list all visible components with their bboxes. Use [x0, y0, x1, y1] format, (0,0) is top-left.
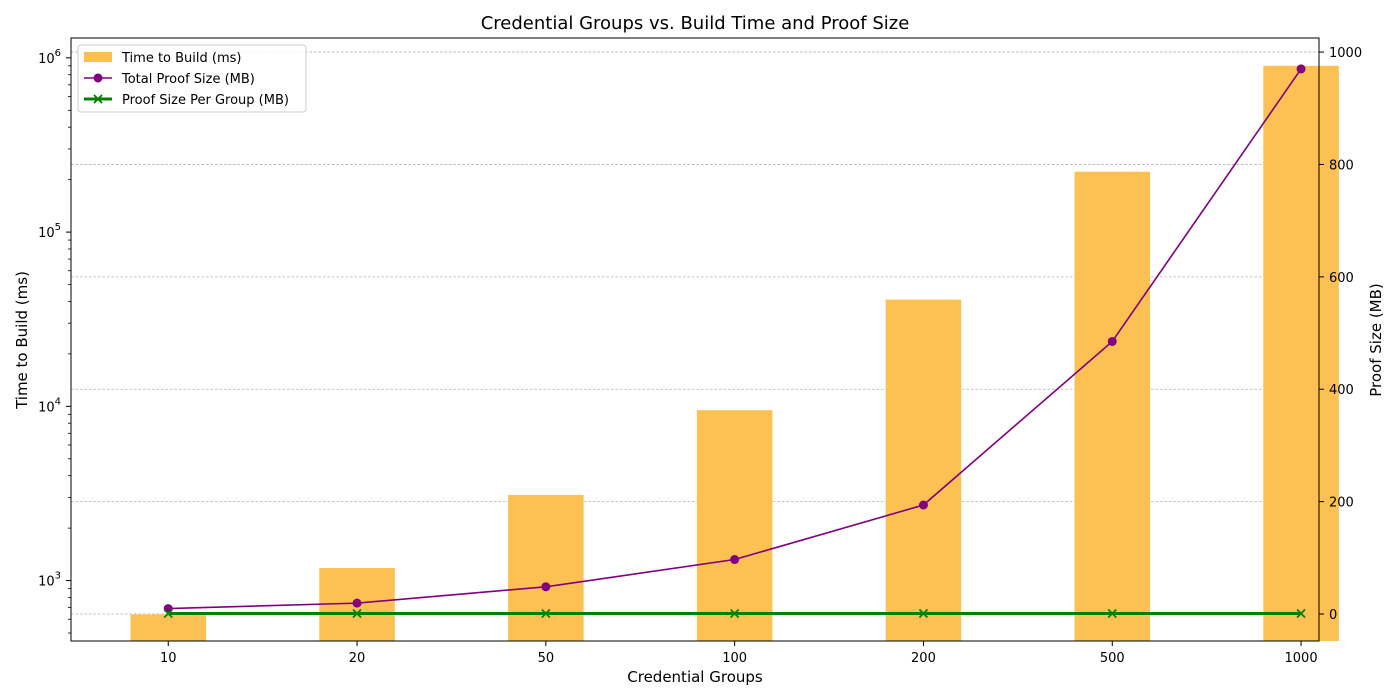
- point-proof-size-per-group: [1296, 608, 1306, 619]
- point-total-proof-size: [163, 604, 173, 614]
- legend-label-total-proof-size: Total Proof Size (MB): [121, 72, 255, 87]
- bar-time-to-build: [508, 494, 584, 641]
- point-proof-size-per-group: [163, 608, 173, 619]
- x-tick-label: 20: [349, 651, 366, 666]
- point-total-proof-size: [918, 500, 928, 510]
- point-total-proof-size: [352, 598, 362, 608]
- legend: Time to Build (ms) Total Proof Size (MB)…: [77, 44, 307, 113]
- bar-time-to-build: [885, 299, 962, 641]
- x-axis-label: Credential Groups: [627, 668, 763, 686]
- legend-label-time-to-build: Time to Build (ms): [121, 51, 241, 66]
- legend-marker-total-proof-size: [93, 73, 103, 83]
- point-proof-size-per-group: [730, 608, 740, 619]
- legend-box: [77, 44, 307, 113]
- bar-series: [130, 65, 1339, 642]
- y-left-tick-label: 105: [38, 222, 61, 241]
- x-tick-label: 50: [538, 651, 555, 666]
- x-tick-label: 1000: [1285, 651, 1318, 666]
- y-axis-label-left: Time to Build (ms): [13, 271, 31, 410]
- x-tick-label: 10: [160, 651, 177, 666]
- legend-swatch-time-to-build: [84, 52, 112, 62]
- point-proof-size-per-group: [352, 608, 362, 619]
- bar-time-to-build: [1263, 65, 1339, 642]
- legend-label-proof-size-per-group: Proof Size Per Group (MB): [122, 93, 289, 108]
- y-right-tick-label: 600: [1329, 271, 1354, 286]
- y-left-tick-label: 104: [38, 396, 61, 415]
- y-right-tick-label: 800: [1329, 158, 1354, 173]
- y-right-tick-label: 400: [1329, 383, 1354, 398]
- x-tick-label: 500: [1100, 651, 1125, 666]
- y-right-tick-label: 200: [1329, 496, 1354, 511]
- bar-time-to-build: [696, 410, 773, 641]
- point-total-proof-size: [1107, 336, 1117, 346]
- y-left-tick-label: 106: [38, 48, 61, 67]
- point-total-proof-size: [1296, 64, 1306, 74]
- legend-marker-proof-size-per-group: [93, 94, 103, 104]
- point-proof-size-per-group: [541, 608, 551, 619]
- point-total-proof-size: [730, 555, 740, 565]
- y-right-tick-label: 1000: [1329, 46, 1362, 61]
- chart-title: Credential Groups vs. Build Time and Pro…: [481, 13, 910, 34]
- point-proof-size-per-group: [918, 608, 929, 619]
- plot-frame: [70, 37, 1320, 642]
- y-left-tick-label: 103: [38, 571, 61, 590]
- bar-time-to-build: [1074, 171, 1151, 641]
- y-right-tick-label: 0: [1329, 608, 1337, 623]
- x-tick-label: 100: [722, 651, 747, 666]
- bar-time-to-build: [130, 614, 206, 641]
- point-total-proof-size: [541, 582, 551, 592]
- y-axis-label-right: Proof Size (MB): [1367, 283, 1385, 397]
- x-tick-label: 200: [911, 651, 936, 666]
- line-series: [163, 64, 1306, 619]
- point-proof-size-per-group: [1107, 608, 1117, 619]
